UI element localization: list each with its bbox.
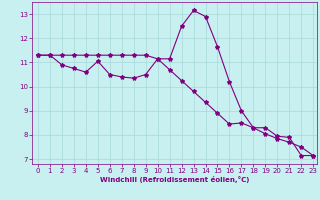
- X-axis label: Windchill (Refroidissement éolien,°C): Windchill (Refroidissement éolien,°C): [100, 176, 249, 183]
